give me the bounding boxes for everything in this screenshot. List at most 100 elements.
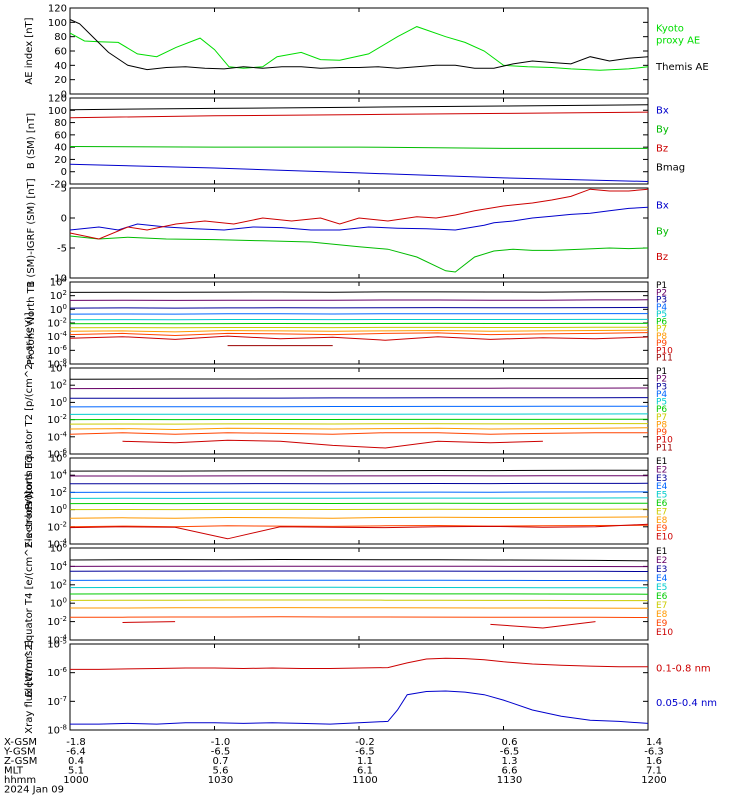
y-tick-label: 100: [50, 597, 67, 610]
legend-entry: E10: [656, 533, 673, 543]
y-tick-label: 10-2: [47, 317, 67, 330]
legend-entry: Bx: [656, 201, 669, 212]
legend-entry: E3: [656, 565, 667, 575]
y-tick-label: 10-4: [47, 538, 67, 551]
footer-value: 1200: [641, 775, 666, 786]
series-line-p4: [69, 313, 648, 315]
legend-entry: P5: [656, 310, 667, 320]
legend-entry: E2: [656, 465, 667, 475]
y-tick-label: 100: [48, 106, 67, 117]
y-tick-label: 10-2: [47, 520, 67, 533]
series-line-p5: [69, 413, 649, 415]
legend-entry: 0.1-0.8 nm: [656, 664, 711, 675]
legend-entry: P4: [656, 303, 667, 313]
series-line-e1: [69, 558, 649, 562]
footer-value: 5.1: [68, 766, 84, 777]
y-tick-label: 40: [54, 143, 67, 154]
footer-value: 1030: [208, 775, 233, 786]
legend-entry: P10: [656, 436, 673, 446]
series-line-e7: [69, 599, 648, 602]
y-axis-label: Electrons Equator T4 [e/(cm^2-s-sr-keV)]: [24, 491, 35, 697]
y-tick-label: 100: [48, 18, 67, 29]
y-tick-label: 102: [50, 379, 67, 392]
legend-entry: E8: [656, 516, 668, 526]
legend-entry: By: [656, 124, 669, 135]
footer-value: 7.1: [646, 766, 662, 777]
footer-value: 6.6: [502, 766, 518, 777]
y-tick-label: 100: [50, 503, 67, 516]
y-tick-label: 104: [50, 362, 68, 375]
legend-entry: P3: [656, 382, 667, 392]
footer-value: 0.4: [68, 756, 84, 767]
footer-value: -1.8: [66, 737, 86, 748]
series-line-p9: [69, 432, 648, 435]
footer-value: 1100: [352, 775, 377, 786]
series-line-0-1-0-8-nm: [70, 657, 648, 670]
legend-entry: P6: [656, 317, 667, 327]
legend-entry: E3: [656, 474, 667, 484]
series-line-e7: [69, 508, 649, 511]
panel-frame-1: [69, 7, 649, 95]
series-line-e3: [69, 482, 649, 485]
footer-value: 1.6: [646, 756, 662, 767]
y-tick-label: 80: [54, 32, 67, 43]
series-line-e4: [69, 579, 649, 582]
footer-value: 5.6: [213, 766, 229, 777]
series-line-bx: [69, 206, 649, 231]
footer-value: 1.1: [357, 756, 373, 767]
footer-value: -1.0: [211, 737, 231, 748]
panel-frame-2: [69, 97, 649, 185]
y-tick-label: 20: [54, 75, 67, 86]
series-line-p11: [228, 344, 648, 346]
y-axis-label: AE index [nT]: [24, 17, 35, 84]
series-line-p4: [69, 405, 649, 408]
legend-entry: Bmag: [656, 163, 685, 174]
legend-entry: Kyoto: [656, 24, 684, 35]
series-line-p8: [69, 329, 649, 333]
y-tick-label: 80: [54, 118, 67, 129]
footer-date: 2024 Jan 09: [4, 785, 64, 796]
y-tick-label: 0: [61, 214, 67, 225]
footer-value: 0.7: [213, 756, 229, 767]
footer-value: -0.2: [355, 737, 375, 748]
legend-entry: Themis AE: [655, 62, 709, 73]
series-line-kyoto-proxy-ae: [69, 26, 649, 71]
series-line-bz: [69, 188, 649, 240]
panel-frame-5: [69, 367, 649, 455]
legend-entry: P11: [656, 354, 673, 364]
series-line-e8: [70, 607, 649, 609]
legend-entry: E7: [656, 601, 667, 611]
series-line-p9: [69, 332, 649, 337]
legend-entry: P8: [656, 420, 667, 430]
panel-frame-8: [69, 643, 649, 731]
y-axis-label: B (SM)-IGRF (SM) [nT]: [26, 178, 37, 287]
series-line-by: [69, 146, 648, 149]
legend-entry: P1: [656, 367, 667, 377]
series-line-p2: [69, 387, 649, 390]
y-tick-label: 10-7: [47, 695, 67, 708]
y-tick-label: 5: [61, 184, 67, 195]
y-tick-label: 104: [50, 469, 68, 482]
series-line-e10: [122, 621, 596, 629]
legend-entry: P3: [656, 296, 667, 306]
y-tick-label: 100: [50, 303, 67, 316]
y-tick-label: 120: [48, 94, 67, 105]
series-line-e10: [69, 523, 649, 540]
y-tick-label: 10-6: [47, 448, 67, 461]
y-tick-label: 10-5: [47, 638, 67, 651]
footer-value: 1000: [63, 775, 88, 786]
legend-entry: E6: [656, 499, 668, 509]
series-line-bx: [69, 163, 649, 182]
footer-value: 6.1: [357, 766, 373, 777]
y-tick-label: 104: [50, 276, 68, 289]
legend-entry: E9: [656, 619, 668, 629]
series-line-bz: [69, 111, 649, 119]
y-tick-label: 102: [50, 289, 67, 302]
legend-entry: E10: [656, 628, 673, 638]
legend-entry: P9: [656, 428, 667, 438]
footer-row-label: X-GSM: [4, 737, 37, 748]
footer-value: 1130: [497, 775, 522, 786]
footer-value: -6.5: [355, 747, 375, 758]
y-axis-label: Xray flux [W/m^2]: [24, 640, 35, 734]
footer-row-label: hhmm: [4, 775, 36, 786]
